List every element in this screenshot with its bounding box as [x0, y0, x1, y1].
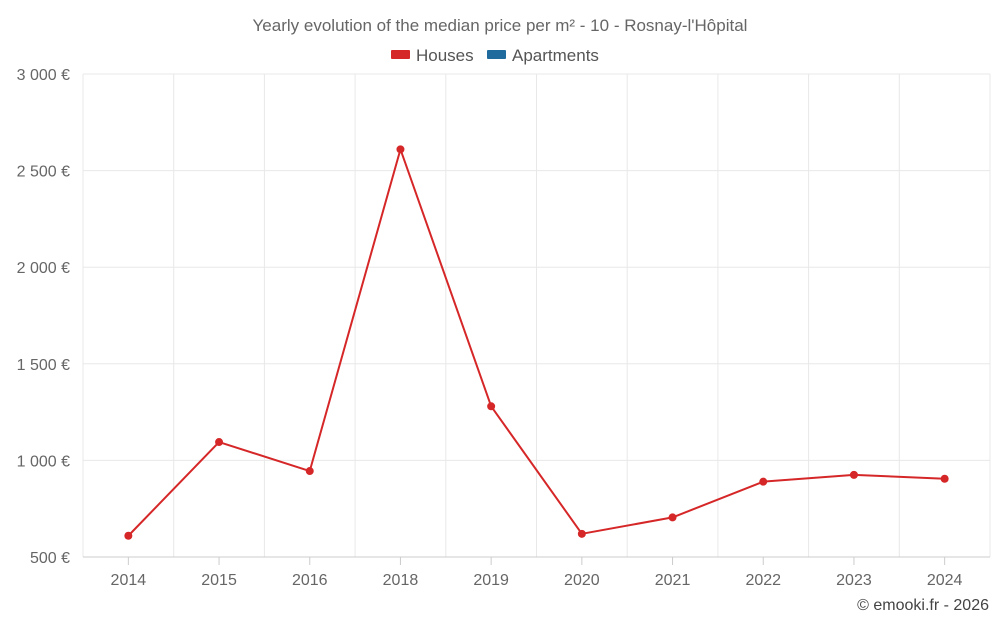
- data-point-houses[interactable]: [215, 438, 224, 447]
- y-tick-label: 1 500 €: [17, 357, 70, 374]
- credit-text: © emooki.fr - 2026: [857, 597, 989, 614]
- x-tick-label: 2024: [927, 572, 963, 589]
- data-point-houses[interactable]: [487, 402, 496, 411]
- y-tick-label: 2 000 €: [17, 260, 70, 277]
- x-tick-label: 2021: [655, 572, 691, 589]
- x-gridlines: [82, 74, 991, 557]
- x-tick-label: 2018: [383, 572, 419, 589]
- legend-swatch-apartments[interactable]: [487, 50, 506, 59]
- x-tick-label: 2022: [745, 572, 781, 589]
- legend-swatch-houses[interactable]: [391, 50, 410, 59]
- data-point-houses[interactable]: [305, 467, 314, 476]
- data-point-houses[interactable]: [759, 477, 768, 486]
- legend-label-apartments[interactable]: Apartments: [512, 46, 599, 65]
- x-tick-label: 2020: [564, 572, 600, 589]
- data-point-houses[interactable]: [396, 145, 405, 154]
- y-tick-label: 1 000 €: [17, 453, 70, 470]
- data-point-houses[interactable]: [124, 531, 133, 540]
- chart-title: Yearly evolution of the median price per…: [253, 16, 748, 35]
- x-tick-label: 2015: [201, 572, 237, 589]
- x-tick-label: 2014: [111, 572, 147, 589]
- series-layer: [124, 145, 949, 540]
- data-point-houses[interactable]: [849, 470, 858, 479]
- x-tick-label: 2016: [292, 572, 328, 589]
- x-tick-label: 2023: [836, 572, 872, 589]
- data-point-houses[interactable]: [940, 474, 949, 483]
- x-tick-label: 2019: [473, 572, 509, 589]
- x-axis: 2014 2015 2016 2018 2019 2020 2021 2022 2023 2024: [83, 556, 990, 589]
- y-tick-label: 500 €: [30, 550, 70, 567]
- data-point-houses[interactable]: [577, 529, 586, 538]
- data-point-houses[interactable]: [668, 513, 677, 522]
- y-tick-label: 2 500 €: [17, 164, 70, 181]
- y-tick-label: 3 000 €: [17, 67, 70, 84]
- series-line-houses[interactable]: [127, 148, 945, 537]
- y-axis: 500 € 1 000 € 1 500 € 2 000 € 2 500 € 3 000 €: [17, 67, 70, 567]
- legend[interactable]: Houses Apartments: [391, 46, 599, 65]
- legend-label-houses[interactable]: Houses: [416, 46, 474, 65]
